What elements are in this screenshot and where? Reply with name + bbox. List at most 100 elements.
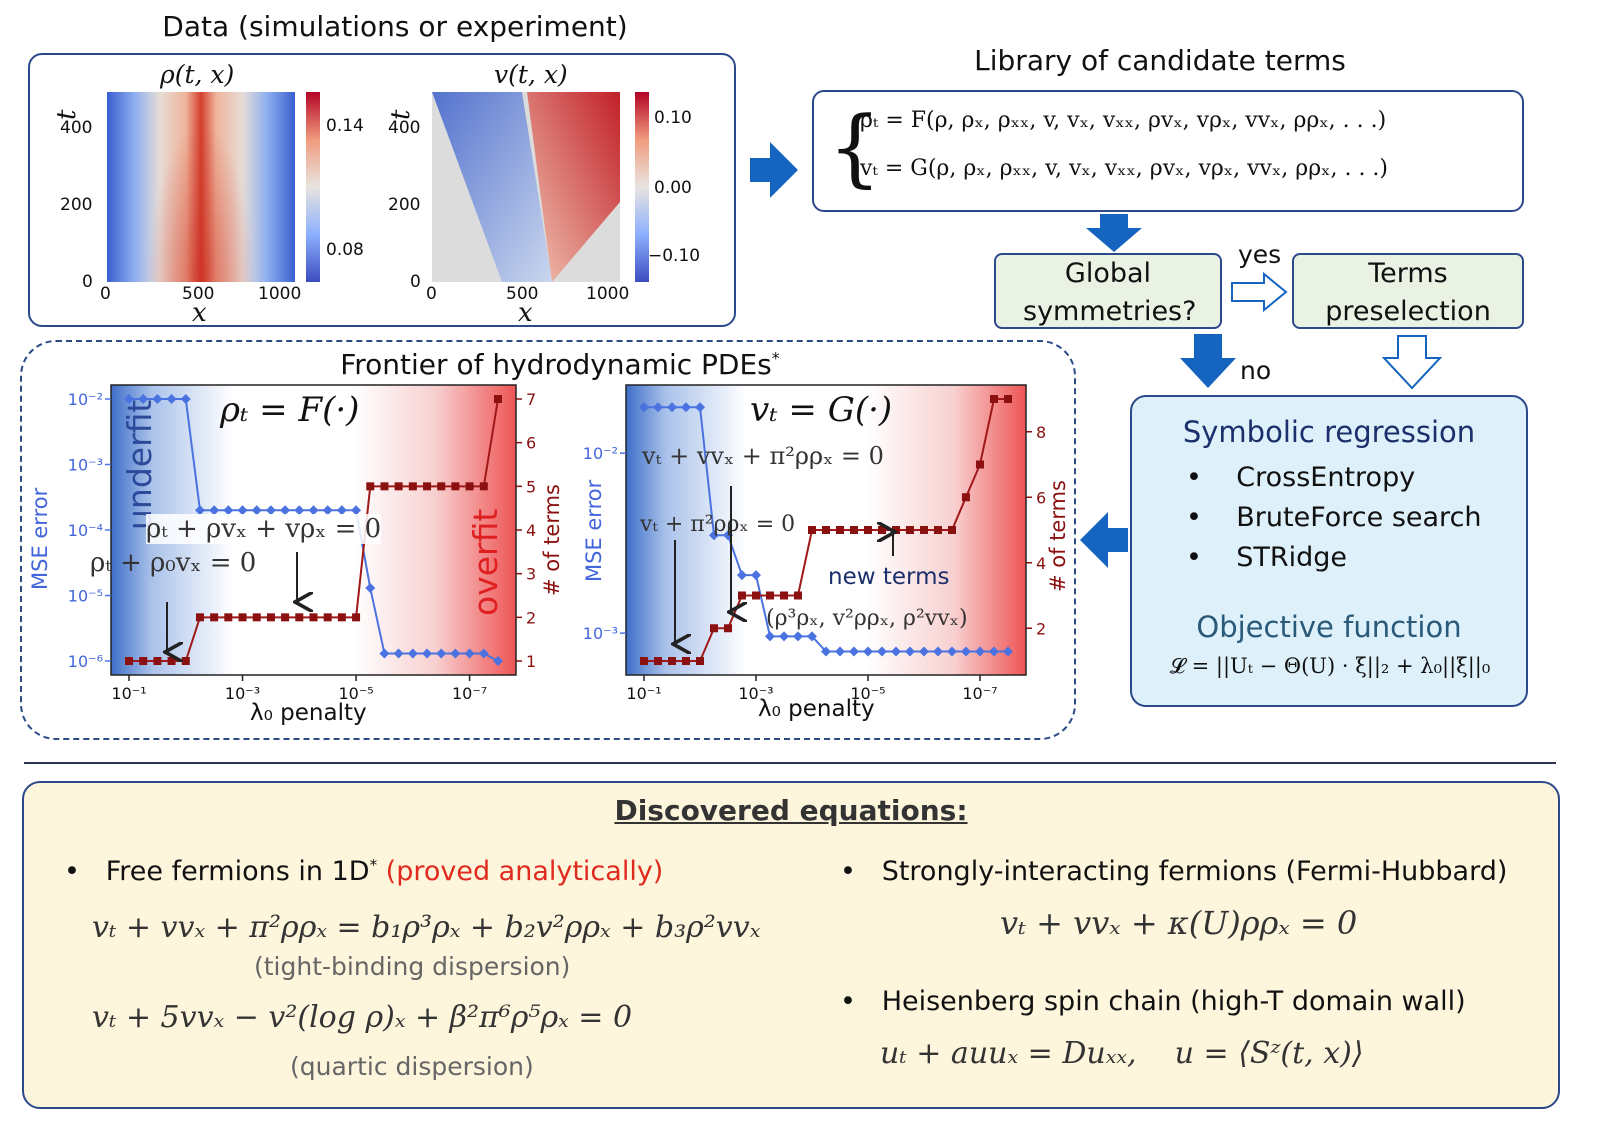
- mse-point: [422, 648, 433, 659]
- rho-ytick: 400: [60, 118, 93, 138]
- library-panel: [812, 90, 1524, 212]
- y-tick-label-right: 6: [1036, 488, 1046, 507]
- y-tick-label-left: 10⁻⁶: [68, 652, 103, 671]
- v-xtick: 0: [426, 284, 437, 304]
- terms-point: [266, 613, 275, 622]
- v-ytick: 0: [410, 272, 421, 292]
- y-tick-label-left: 10⁻³: [583, 624, 618, 643]
- terms-point: [210, 613, 219, 622]
- sr-item: • BruteForce search: [1186, 502, 1482, 533]
- brace-icon: {: [828, 98, 882, 196]
- v-cbar-tick: 0.10: [654, 108, 692, 128]
- v-heatmap-shapes: [432, 92, 620, 282]
- terms-point: [793, 591, 802, 600]
- rho-heatmap-overlay: [107, 92, 295, 282]
- mse-point: [821, 646, 832, 657]
- mse-point: [393, 648, 404, 659]
- underfit-label: underfit: [120, 399, 159, 530]
- mse-point: [904, 646, 915, 657]
- right-xlabel: λ₀ penalty: [758, 696, 875, 722]
- heisenberg-item: • Heisenberg spin chain (high-T domain w…: [840, 986, 1466, 1017]
- library-eq-v: vₜ = G(ρ, ρₓ, ρₓₓ, v, vₓ, vₓₓ, ρvₓ, vρₓ,…: [860, 156, 1389, 181]
- rho-colorbar: [306, 92, 320, 282]
- terms-point: [681, 657, 690, 665]
- mse-point: [891, 646, 902, 657]
- frontier-title-star: *: [771, 348, 780, 368]
- terms-point: [423, 482, 432, 491]
- mse-point: [988, 646, 999, 657]
- terms-preselection-label: Terms preselection: [1325, 258, 1491, 327]
- library-title: Library of candidate terms: [974, 44, 1346, 77]
- x-tick-label: 10⁻⁵: [338, 684, 373, 703]
- mse-point: [835, 646, 846, 657]
- proved-analytically-label: (proved analytically): [385, 856, 664, 887]
- terms-point: [394, 482, 403, 491]
- frontier-title: Frontier of hydrodynamic PDEs*: [340, 348, 780, 381]
- mse-point: [960, 646, 971, 657]
- arrow-down-outline-icon: [1382, 335, 1442, 390]
- v-cbar-tick: 0.00: [654, 178, 692, 198]
- mse-point: [265, 505, 276, 516]
- mse-point: [736, 570, 747, 581]
- terms-point: [153, 657, 162, 665]
- y-tick-label-left: 10⁻²: [68, 390, 103, 409]
- terms-point: [479, 482, 488, 491]
- mse-point: [779, 631, 790, 642]
- eq-hubbard: vₜ + vvₓ + κ(U)ρρₓ = 0: [1000, 904, 1358, 942]
- terms-point: [807, 526, 816, 534]
- mse-point: [180, 394, 191, 404]
- terms-point: [695, 657, 704, 665]
- x-tick-label: 10⁻³: [225, 684, 260, 703]
- terms-point: [989, 395, 998, 403]
- right-annot-3: (ρ³ρₓ, v²ρρₓ, ρ²vvₓ): [766, 606, 968, 631]
- y-tick-label-right: 3: [526, 565, 536, 584]
- terms-preselection-box: Terms preselection: [1292, 253, 1524, 329]
- mse-point: [862, 646, 873, 657]
- global-symmetries-box: Global symmetries?: [994, 253, 1222, 329]
- arrow-right-icon: [750, 142, 798, 198]
- terms-point: [366, 482, 375, 491]
- rho-xlabel: x: [192, 298, 207, 328]
- mse-point: [653, 402, 664, 413]
- x-tick-label: 10⁻⁵: [850, 684, 885, 703]
- right-ylabel-mse: MSE error: [582, 479, 606, 582]
- x-tick-label: 10⁻¹: [626, 684, 661, 703]
- mse-point: [478, 648, 489, 659]
- right-chart-heading: vₜ = G(·): [750, 390, 893, 430]
- objective-title: Objective function: [1196, 610, 1462, 644]
- terms-point: [668, 657, 677, 665]
- tight-binding-caption: (tight-binding dispersion): [254, 952, 571, 981]
- left-ylabel-mse: MSE error: [28, 487, 52, 590]
- rho-xtick: 0: [100, 284, 111, 304]
- rho-ytick: 0: [82, 272, 93, 292]
- x-tick-label: 10⁻¹: [111, 684, 146, 703]
- eq-quartic: vₜ + 5vvₓ − v²(log ρ)ₓ + β²π⁶ρ⁵ρₓ = 0: [92, 1000, 633, 1035]
- right-chart: 10⁻¹ 10⁻³ 10⁻⁵ 10⁻⁷ 10⁻² 10⁻³ 8 6 4 2: [583, 384, 1046, 703]
- terms-point: [863, 526, 872, 534]
- terms-point: [751, 591, 760, 600]
- terms-point: [337, 613, 346, 622]
- frontier-panel: [20, 340, 1076, 740]
- terms-point: [766, 591, 775, 600]
- left-chart: 10⁻¹ 10⁻³ 10⁻⁵ 10⁻⁷ 10⁻² 10⁻³ 10⁻⁴ 10⁻⁵ 10⁻⁶ 7 6 5 4…: [68, 384, 536, 703]
- sr-item-label: BruteForce search: [1236, 502, 1482, 533]
- v-xlabel: x: [518, 298, 533, 328]
- free-fermions-star: *: [369, 856, 378, 874]
- y-tick-label-right: 2: [1036, 619, 1046, 638]
- terms-point: [352, 613, 361, 622]
- left-annot-1: ρₜ + ρvₓ + vρₓ = 0: [146, 514, 382, 544]
- mse-point: [280, 505, 291, 516]
- mse-point: [351, 505, 362, 516]
- terms-point: [309, 613, 318, 622]
- mse-point: [308, 505, 319, 516]
- rho-xtick: 500: [182, 284, 215, 304]
- mse-point: [450, 648, 461, 659]
- rho-ytick: 200: [60, 195, 93, 215]
- mse-point: [765, 631, 776, 642]
- right-chart-frame: [625, 384, 1027, 676]
- mse-point: [138, 394, 149, 404]
- new-terms-label: new terms: [828, 564, 950, 590]
- y-tick-label-left: 10⁻⁴: [68, 521, 103, 540]
- eq-tight-binding: vₜ + vvₓ + π²ρρₓ = b₁ρ³ρₓ + b₂v²ρρₓ + b₃…: [92, 910, 761, 945]
- global-symmetries-label: Global symmetries?: [1023, 258, 1197, 327]
